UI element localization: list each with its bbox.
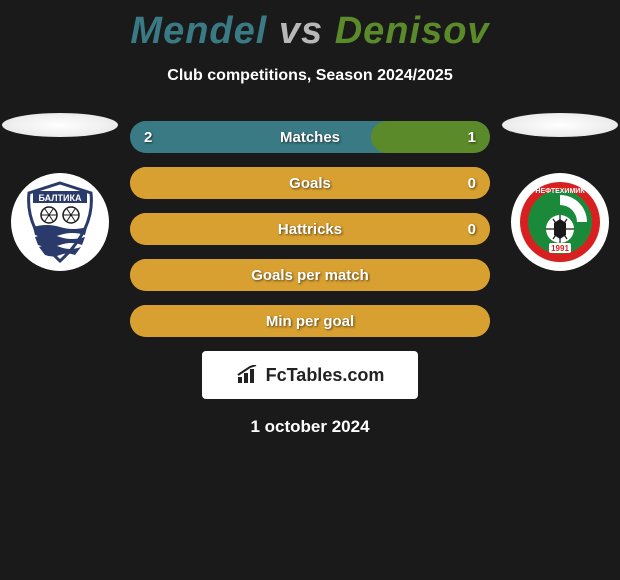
stat-label: Min per goal <box>266 313 354 330</box>
watermark: FcTables.com <box>202 351 418 399</box>
player1-avatar <box>2 113 118 137</box>
title-player1: Mendel <box>130 10 267 52</box>
comparison-title: Mendel vs Denisov <box>0 0 620 53</box>
stat-value-right: 0 <box>468 221 476 238</box>
title-player2: Denisov <box>335 10 490 52</box>
stat-value-right: 1 <box>468 129 476 146</box>
svg-text:1991: 1991 <box>551 244 569 253</box>
watermark-text: FcTables.com <box>266 365 385 386</box>
stat-label: Goals <box>289 175 331 192</box>
content: БАЛТИКА НЕФТЕХИМИК 199 <box>0 121 620 437</box>
date: 1 october 2024 <box>0 417 620 437</box>
stat-value-right: 0 <box>468 175 476 192</box>
title-vs: vs <box>279 10 323 52</box>
player1-club-badge: БАЛТИКА <box>11 173 109 271</box>
svg-text:НЕФТЕХИМИК: НЕФТЕХИМИК <box>535 188 585 195</box>
stat-label: Matches <box>280 129 340 146</box>
player2-avatar <box>502 113 618 137</box>
stat-bars: Matches 2 1 Goals 0 Hattricks 0 Goals per match… <box>130 121 490 337</box>
player2-club-badge: НЕФТЕХИМИК 1991 <box>511 173 609 271</box>
baltika-badge-icon: БАЛТИКА <box>17 179 103 265</box>
player-right-column: НЕФТЕХИМИК 1991 <box>500 113 620 271</box>
stat-value-left: 2 <box>144 129 152 146</box>
svg-text:БАЛТИКА: БАЛТИКА <box>38 193 82 203</box>
stat-row-matches: Matches 2 1 <box>130 121 490 153</box>
stat-label: Goals per match <box>251 267 369 284</box>
stat-row-goals-per-match: Goals per match <box>130 259 490 291</box>
subtitle: Club competitions, Season 2024/2025 <box>0 67 620 85</box>
neftekhimik-badge-icon: НЕФТЕХИМИК 1991 <box>517 179 603 265</box>
stat-label: Hattricks <box>278 221 342 238</box>
stat-row-hattricks: Hattricks 0 <box>130 213 490 245</box>
chart-icon <box>236 365 260 385</box>
stat-row-goals: Goals 0 <box>130 167 490 199</box>
player-left-column: БАЛТИКА <box>0 113 120 271</box>
stat-row-min-per-goal: Min per goal <box>130 305 490 337</box>
